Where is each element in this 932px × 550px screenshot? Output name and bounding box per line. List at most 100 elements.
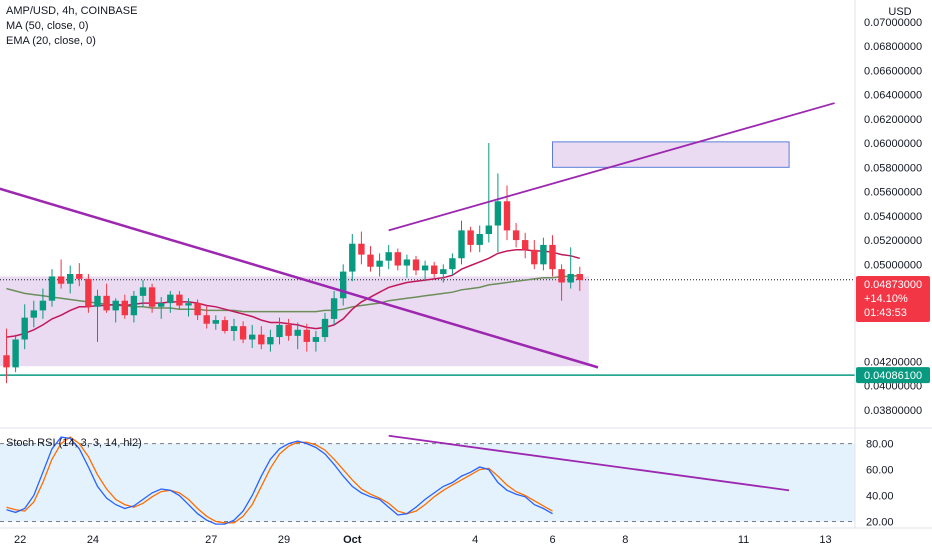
candle-body[interactable] bbox=[567, 274, 574, 283]
time-axis-label: 24 bbox=[87, 534, 99, 546]
candle-body[interactable] bbox=[558, 269, 565, 283]
time-axis-label: 8 bbox=[622, 534, 628, 546]
candle-body[interactable] bbox=[503, 201, 511, 231]
candle-body[interactable] bbox=[185, 303, 192, 306]
candle-body[interactable] bbox=[421, 265, 429, 271]
time-axis-label: 13 bbox=[819, 534, 831, 546]
candle-body[interactable] bbox=[239, 326, 247, 340]
candle-body[interactable] bbox=[67, 274, 74, 284]
ascending-trendline[interactable] bbox=[388, 102, 835, 232]
ema20-line bbox=[6, 249, 580, 338]
price-axis-label: 0.06200000 bbox=[864, 114, 922, 126]
stoch-rsi-axis-label: 40.00 bbox=[866, 491, 894, 503]
candle-body[interactable] bbox=[57, 276, 65, 284]
candle-body[interactable] bbox=[148, 287, 156, 307]
time-axis[interactable]: 22 24 27 29 Oct 4 6 8 11 13 bbox=[14, 534, 832, 546]
candle-body[interactable] bbox=[103, 295, 110, 311]
price-axis-label: 0.05800000 bbox=[864, 162, 922, 174]
ma50-line bbox=[6, 274, 580, 313]
candle-body[interactable] bbox=[303, 329, 310, 342]
candle-body[interactable] bbox=[330, 298, 338, 319]
candle-body[interactable] bbox=[549, 244, 556, 270]
candle-body[interactable] bbox=[249, 334, 256, 340]
symbol-title[interactable]: AMP/USD, 4h, COINBASE bbox=[6, 5, 137, 17]
candle-body[interactable] bbox=[531, 249, 538, 265]
candle-body[interactable] bbox=[48, 276, 56, 301]
candle-body[interactable] bbox=[385, 252, 392, 261]
candle-body[interactable] bbox=[367, 254, 374, 267]
candle-body[interactable] bbox=[76, 274, 83, 279]
candle-body[interactable] bbox=[85, 278, 92, 307]
candle-body[interactable] bbox=[176, 294, 183, 306]
candle-body[interactable] bbox=[94, 295, 101, 307]
candle-body[interactable] bbox=[358, 243, 365, 255]
stoch-k-line bbox=[6, 436, 553, 525]
candle-body[interactable] bbox=[258, 334, 265, 345]
candle-body[interactable] bbox=[267, 337, 274, 345]
candle-body[interactable] bbox=[522, 240, 529, 250]
time-axis-label: 27 bbox=[205, 534, 217, 546]
main-price-pane[interactable] bbox=[0, 102, 855, 384]
candle-body[interactable] bbox=[112, 300, 119, 311]
supply-zone[interactable] bbox=[552, 141, 790, 168]
stoch-rsi-axis-label: 20.00 bbox=[866, 517, 894, 529]
candle-body[interactable] bbox=[212, 320, 219, 324]
candle-body[interactable] bbox=[21, 317, 28, 340]
candle-body[interactable] bbox=[394, 252, 401, 266]
candle-body[interactable] bbox=[294, 329, 301, 336]
price-axis[interactable]: 0.07000000 0.06800000 0.06600000 0.06400000… bbox=[864, 17, 922, 417]
candle-body[interactable] bbox=[321, 318, 329, 338]
candle-body[interactable] bbox=[130, 295, 138, 316]
candle-body[interactable] bbox=[349, 243, 356, 272]
candle-body[interactable] bbox=[458, 230, 465, 259]
support-price-tag-bg bbox=[856, 367, 930, 384]
candle-body[interactable] bbox=[576, 274, 583, 281]
last-price-tag: 0.04873000 +14.10% 01:43:53 bbox=[856, 276, 930, 322]
candle-body[interactable] bbox=[3, 355, 10, 368]
descending-trendline[interactable] bbox=[0, 187, 599, 369]
candle-body[interactable] bbox=[285, 324, 292, 336]
time-axis-label: 4 bbox=[472, 534, 478, 546]
candle-body[interactable] bbox=[431, 265, 438, 275]
time-axis-label: 6 bbox=[549, 534, 555, 546]
price-axis-label: 0.07000000 bbox=[864, 17, 922, 29]
candle-body[interactable] bbox=[276, 324, 283, 338]
candle-body[interactable] bbox=[440, 269, 447, 275]
candle-body[interactable] bbox=[403, 259, 411, 266]
range-zone[interactable] bbox=[0, 276, 589, 367]
candle-body[interactable] bbox=[512, 230, 520, 241]
price-axis-label: 0.04000000 bbox=[864, 381, 922, 393]
candle-body[interactable] bbox=[467, 230, 474, 245]
price-axis-label: 0.06800000 bbox=[864, 41, 922, 53]
stoch-rsi-pane[interactable] bbox=[0, 434, 855, 525]
candle-body[interactable] bbox=[449, 258, 456, 270]
candle-body[interactable] bbox=[485, 225, 492, 235]
candle-body[interactable] bbox=[221, 320, 229, 332]
candle-body[interactable] bbox=[39, 300, 47, 311]
candle-body[interactable] bbox=[12, 339, 19, 368]
ema-legend[interactable]: EMA (20, close, 0) bbox=[6, 35, 96, 47]
candle-body[interactable] bbox=[158, 303, 165, 307]
price-axis-label: 0.04200000 bbox=[864, 356, 922, 368]
candle-body[interactable] bbox=[412, 259, 420, 271]
candle-body[interactable] bbox=[230, 326, 238, 332]
candle-body[interactable] bbox=[476, 234, 483, 245]
stoch-rsi-axis-label: 60.00 bbox=[866, 465, 894, 477]
price-axis-label: 0.03800000 bbox=[864, 405, 922, 417]
candle-body[interactable] bbox=[121, 300, 128, 316]
candle-body[interactable] bbox=[30, 310, 37, 318]
candle-body[interactable] bbox=[494, 201, 502, 226]
candle-body[interactable] bbox=[312, 337, 320, 342]
candle-body[interactable] bbox=[376, 260, 383, 267]
candle-body[interactable] bbox=[139, 287, 147, 296]
stoch-rsi-axis[interactable]: 80.00 60.00 40.00 20.00 bbox=[866, 439, 894, 529]
candle-body[interactable] bbox=[340, 271, 347, 299]
candle-body[interactable] bbox=[167, 294, 174, 304]
candle-body[interactable] bbox=[203, 315, 210, 324]
stoch-rsi-legend[interactable]: Stoch RSI (14, 3, 3, 14, hl2) bbox=[6, 437, 142, 449]
candle-body[interactable] bbox=[194, 303, 201, 316]
stoch-rsi-trendline[interactable] bbox=[388, 434, 790, 492]
candle-body[interactable] bbox=[540, 244, 547, 265]
ma-legend[interactable]: MA (50, close, 0) bbox=[6, 20, 89, 32]
